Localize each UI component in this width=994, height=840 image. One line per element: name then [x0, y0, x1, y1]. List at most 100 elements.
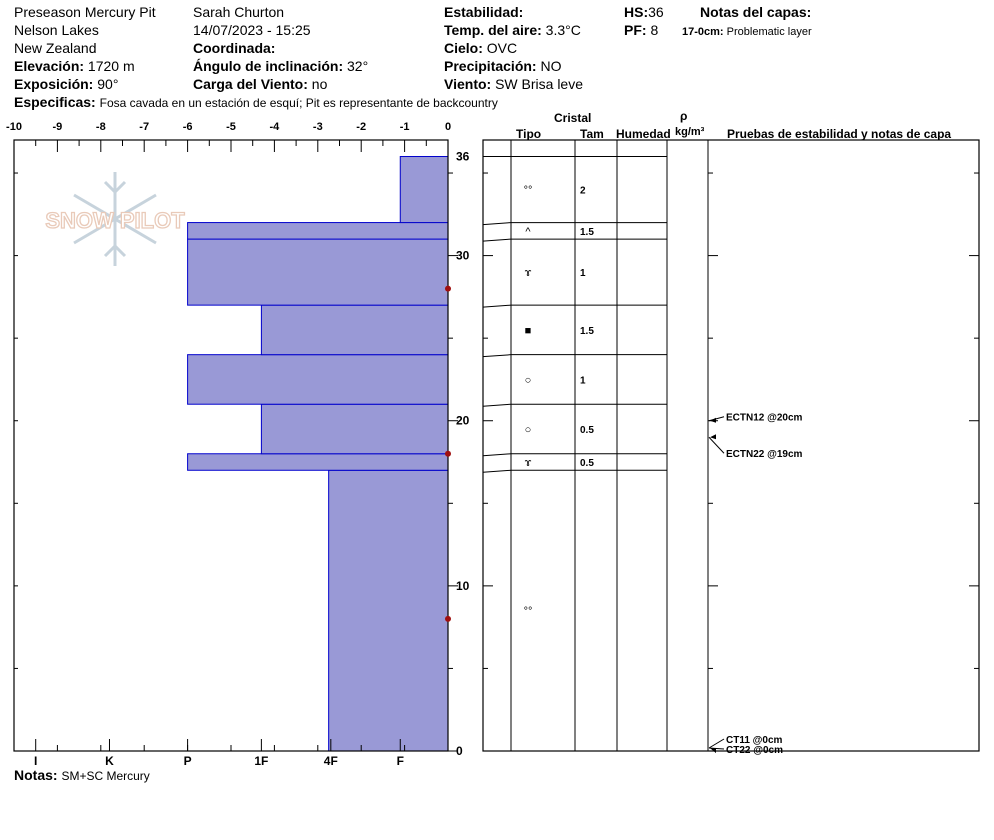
precipitation: Precipitación: NO — [444, 58, 561, 74]
bottom-tick-label: 4F — [324, 754, 338, 768]
arrow-icon — [710, 417, 716, 423]
test-label: CT22 @0cm — [726, 745, 783, 756]
crystal-header: Cristal — [554, 111, 592, 125]
row-connector — [482, 238, 512, 242]
arrow-icon — [710, 748, 716, 753]
crystal-size: 1.5 — [580, 326, 594, 337]
crystal-mixed-forms-icon: ɤ — [525, 457, 532, 469]
row-connector — [482, 354, 512, 358]
notes-text: SM+SC Mercury — [61, 769, 150, 783]
bottom-tick-label: K — [105, 754, 114, 768]
snowpilot-logo: SNOW PILOT — [45, 172, 186, 266]
elevation: Elevación: 1720 m — [14, 58, 135, 74]
observer: Sarah Churton — [193, 4, 285, 20]
depth-label: 30 — [456, 249, 470, 263]
tests-header: Pruebas de estabilidad y notas de capa — [727, 127, 952, 141]
layer-note: 17-0cm: Problematic layer — [682, 24, 812, 40]
crystal-size: 1 — [580, 375, 586, 386]
elevation-label: Elevación: — [14, 58, 85, 74]
crystal-melt-form-icon: ○ — [525, 424, 532, 436]
bottom-axis: I K P 1F 4F F — [13, 739, 449, 768]
table-frame — [482, 139, 980, 752]
slope-label: Ángulo de inclinación: — [193, 58, 344, 74]
precip-value: NO — [540, 58, 562, 74]
depth-label: 0 — [456, 744, 463, 758]
row-connector — [482, 304, 512, 308]
layer-table: °° 2^ 1.5ɤ 1■ 1.5○ 1○ 0.5ɤ 0.5°° ECTN12 @20cmEC… — [482, 139, 980, 756]
row-connector — [482, 453, 512, 457]
wind-loading: Carga del Viento: no — [193, 76, 327, 92]
hardness-bar — [187, 354, 449, 405]
depth-label: 36 — [456, 150, 470, 164]
crystal-mixed-forms-icon: ɤ — [525, 267, 532, 279]
slope-value: 32° — [347, 58, 369, 74]
crystal-melt-form-icon: ○ — [525, 374, 532, 386]
sky-value: OVC — [486, 40, 518, 56]
region: Nelson Lakes — [14, 22, 99, 38]
test-leader-line — [708, 738, 725, 749]
hardness-bar — [187, 453, 449, 471]
bottom-tick-label: F — [397, 754, 404, 768]
datetime: 14/07/2023 - 15:25 — [193, 22, 311, 38]
bottom-tick-label: P — [184, 754, 192, 768]
temperature-points — [445, 285, 451, 622]
wind: Viento: SW Brisa leve — [444, 76, 583, 92]
moisture-header: Humedad — [616, 127, 671, 141]
test-label: ECTN12 @20cm — [726, 413, 803, 424]
crystal-faceted-icon: ■ — [525, 325, 532, 337]
depth-axis: 0 10 20 30 36 — [448, 150, 979, 758]
hardness-bar — [187, 222, 449, 240]
top-tick-label: -6 — [183, 121, 193, 133]
top-tick-label: -2 — [356, 121, 366, 133]
hardness-bar — [260, 403, 449, 455]
top-axis: -10 -9 -8 -7 -6 -5 -4 -3 -2 -1 0 — [6, 121, 451, 152]
sky-label: Cielo: — [444, 40, 483, 56]
test-label: CT11 @0cm — [726, 735, 783, 746]
hardness-bars — [187, 156, 449, 752]
left-ticks — [14, 172, 18, 752]
temperature-point — [445, 615, 451, 622]
aspect-value: 90° — [97, 76, 119, 92]
table-rows: °° 2 ^ 1.5 ɤ 1 ■ 1.5 ○ 1 ○ 0.5 ɤ 0.5 °° — [482, 156, 667, 618]
pf-label: PF: — [624, 22, 647, 38]
hs: HS:36 — [624, 4, 664, 20]
air-temp-value: 3.3°C — [545, 22, 581, 38]
top-tick-label: -10 — [6, 121, 22, 133]
air-temp-label: Temp. del aire: — [444, 22, 542, 38]
layer-note-range: 17-0cm: — [682, 26, 724, 38]
specifics-label: Especificas: — [14, 94, 96, 110]
specifics: Especificas: Fosa cavada en un estación … — [14, 94, 498, 111]
hardness-plot: -10 -9 -8 -7 -6 -5 -4 -3 -2 -1 0 I K P 1F 4F F — [6, 121, 451, 768]
row-connector — [482, 222, 512, 226]
crystal-size: 0.5 — [580, 425, 594, 436]
hardness-bar — [260, 304, 449, 356]
crystal-size: 1 — [580, 268, 586, 279]
stability-label: Estabilidad: — [444, 4, 524, 20]
temperature-point — [445, 285, 451, 292]
depth-label: 10 — [456, 579, 470, 593]
crystal-depth-hoar-icon: ^ — [525, 226, 531, 238]
hardness-bar — [187, 238, 449, 306]
hs-value: 36 — [648, 4, 664, 20]
test-leader-line — [708, 436, 725, 454]
crystal-size: 0.5 — [580, 458, 594, 469]
bottom-tick-label: I — [34, 754, 37, 768]
sky: Cielo: OVC — [444, 40, 517, 56]
wind-loading-label: Carga del Viento: — [193, 76, 308, 92]
crystal-size: 2 — [580, 186, 586, 197]
notes-label: Notas: — [14, 767, 58, 783]
crystal-rounds-icon: °° — [524, 606, 533, 618]
row-connector — [482, 469, 512, 473]
pit-name: Preseason Mercury Pit — [14, 4, 156, 20]
top-tick-label: -5 — [226, 121, 236, 133]
depth-label: 20 — [456, 414, 470, 428]
arrow-icon — [710, 434, 716, 440]
layer-notes-label: Notas del capas: — [700, 4, 812, 20]
pf-value: 8 — [650, 22, 659, 38]
row-connector — [482, 403, 512, 407]
country: New Zealand — [14, 40, 97, 56]
logo-text: SNOW PILOT — [45, 208, 185, 233]
aspect: Exposición: 90° — [14, 76, 118, 92]
